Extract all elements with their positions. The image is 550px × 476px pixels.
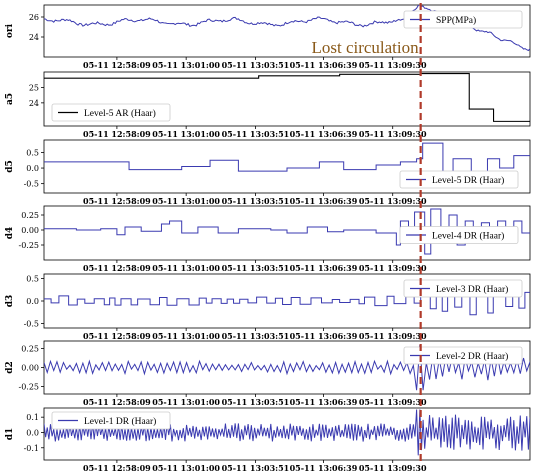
x-tick-label: 05-11 13:09:30 [359,196,427,206]
x-tick-label: 05-11 13:09:30 [359,129,427,139]
x-tick-label: 05-11 13:09:30 [359,463,427,473]
x-tick-label: 05-11 13:03:51 [222,263,290,273]
x-tick-label: 05-11 13:01:00 [152,331,220,341]
y-tick-label: 24 [29,33,39,42]
y-tick-label: 0.0 [26,297,39,306]
legend-label: Level-3 DR (Haar) [436,284,508,295]
y-tick-label: -0.25 [18,382,39,391]
x-tick-label: 05-11 13:01:00 [152,60,220,70]
x-tick-label: 05-11 12:58:09 [83,463,151,473]
y-axis-label: d5 [5,160,15,173]
y-tick-label: 0.5 [26,275,39,284]
y-tick-label: 0.00 [21,364,39,373]
x-tick-label: 05-11 13:06:39 [290,263,358,273]
y-axis-label: a5 [5,93,15,105]
x-tick-label: 05-11 12:58:09 [83,60,151,70]
y-tick-label: 0.5 [26,148,39,157]
y-tick-label: -0.5 [24,320,39,329]
legend-label: SPP(MPa) [436,15,476,26]
legend-box [51,411,171,430]
y-axis-label: d2 [5,361,15,374]
y-axis-label: ori [5,23,15,38]
y-tick-label: 26 [29,13,39,22]
y-tick-label: 24 [29,99,39,108]
lost-circulation-annotation: Lost circulation [311,38,419,57]
x-tick-label: 05-11 13:09:30 [359,331,427,341]
legend-box [403,10,523,29]
panel-frame [43,139,531,194]
legend-box [399,226,519,244]
y-tick-label: 0.0 [26,428,39,437]
x-tick-label: 05-11 13:01:00 [152,263,220,273]
legend-box [403,279,523,298]
x-tick-label: 05-11 12:58:09 [83,397,151,407]
x-tick-label: 05-11 13:01:00 [152,196,220,206]
legend-label: Level-2 DR (Haar) [436,351,508,362]
legend-label: Level-4 DR (Haar) [432,231,504,242]
x-tick-label: 05-11 13:03:51 [222,129,290,139]
y-axis-label: d1 [5,428,15,441]
x-tick-label: 05-11 13:01:00 [152,463,220,473]
x-tick-label: 05-11 13:06:39 [290,129,358,139]
x-tick-label: 05-11 13:09:30 [359,397,427,407]
x-tick-label: 05-11 13:09:30 [359,263,427,273]
y-tick-label: -0.1 [24,444,39,453]
x-tick-label: 05-11 13:01:00 [152,129,220,139]
legend-box [403,346,523,365]
x-tick-label: 05-11 12:58:09 [83,129,151,139]
panel-frame [43,71,531,127]
x-tick-label: 05-11 13:03:51 [222,397,290,407]
x-tick-label: 05-11 13:03:51 [222,196,290,206]
x-tick-label: 05-11 12:58:09 [83,196,151,206]
y-tick-label: 0.1 [26,413,39,422]
x-tick-label: 05-11 13:09:30 [359,60,427,70]
y-tick-label: 0.00 [21,226,39,235]
legend-box [51,103,171,122]
x-tick-label: 05-11 13:03:51 [222,60,290,70]
x-tick-label: 05-11 13:06:39 [290,463,358,473]
x-tick-label: 05-11 13:01:00 [152,397,220,407]
y-tick-label: -0.5 [24,180,39,189]
panel-frame [43,407,531,461]
y-tick-label: 0.25 [21,211,39,220]
panel-frame [43,4,531,58]
legend-label: Level-5 DR (Haar) [432,175,504,186]
y-tick-label: 0.25 [21,345,39,354]
x-tick-label: 05-11 13:06:39 [290,331,358,341]
series-line-d2 [44,344,530,391]
legend-box [399,170,519,189]
x-tick-label: 05-11 13:06:39 [290,60,358,70]
y-axis-label: d4 [5,227,15,240]
y-tick-label: 0.0 [26,164,39,173]
x-tick-label: 05-11 12:58:09 [83,331,151,341]
y-axis-label: d3 [5,295,15,308]
x-tick-label: 05-11 13:06:39 [290,196,358,206]
y-tick-label: 25 [29,83,39,92]
x-tick-label: 05-11 12:58:09 [83,263,151,273]
x-tick-label: 05-11 13:03:51 [222,463,290,473]
legend-label: Level-1 DR (Haar) [84,416,156,427]
legend-label: Level-5 AR (Haar) [84,108,156,119]
y-tick-label: -0.25 [18,241,39,250]
x-tick-label: 05-11 13:03:51 [222,331,290,341]
x-tick-label: 05-11 13:06:39 [290,397,358,407]
